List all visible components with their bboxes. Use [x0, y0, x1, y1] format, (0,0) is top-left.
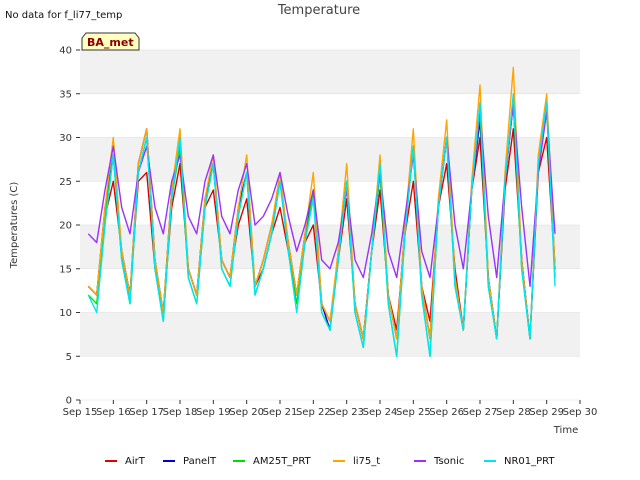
y-tick-label: 5 [66, 352, 72, 363]
series-line-nr01-prt [87, 93, 556, 357]
x-tick-label: Sep 24 [363, 407, 398, 418]
legend-item-label: PanelT [183, 456, 217, 467]
legend-item-label: NR01_PRT [504, 456, 555, 467]
y-tick-label: 10 [59, 308, 72, 319]
grid-band [80, 50, 580, 94]
y-tick-label: 30 [59, 133, 72, 144]
x-tick-label: Sep 27 [463, 407, 498, 418]
legend-item-label: AirT [125, 456, 146, 467]
plot-bands [80, 49, 580, 401]
y-tick-label: 35 [59, 89, 72, 100]
x-tick-label: Sep 26 [429, 407, 464, 418]
ba-met-badge: BA_met [81, 32, 140, 51]
x-tick-label: Sep 17 [129, 407, 164, 418]
badge-label: BA_met [87, 36, 134, 49]
chart-title: Temperature [277, 3, 360, 18]
badge-box [81, 32, 140, 51]
x-tick-label: Sep 18 [163, 407, 198, 418]
y-axis-label: Temperatures (C) [9, 182, 20, 270]
x-tick-label: Sep 22 [296, 407, 331, 418]
y-tick-label: 0 [66, 396, 72, 407]
grid-band [80, 137, 580, 182]
legend: AirT PanelT AM25T_PRT li75_t Tsonic NR01_PRT [105, 456, 555, 467]
x-tick-label: Sep 21 [263, 407, 298, 418]
y-axis-ticks: 0 5 10 15 20 25 30 35 40 [59, 46, 80, 407]
y-tick-label: 20 [59, 221, 72, 232]
x-tick-label: Sep 28 [496, 407, 531, 418]
y-tick-label: 25 [59, 177, 72, 188]
series-lines [87, 66, 556, 357]
x-tick-label: Sep 20 [229, 407, 264, 418]
no-data-note: No data for f_li77_temp [5, 10, 122, 21]
x-tick-label: Sep 25 [396, 407, 431, 418]
x-tick-label: Sep 23 [329, 407, 364, 418]
legend-item-label: Tsonic [433, 456, 464, 467]
x-tick-label: Sep 15 [63, 407, 98, 418]
x-axis-label: Time [553, 425, 578, 436]
y-tick-label: 40 [59, 46, 72, 57]
x-tick-label: Sep 19 [196, 407, 231, 418]
x-tick-label: Sep 30 [563, 407, 598, 418]
legend-item-label: AM25T_PRT [253, 456, 312, 467]
y-tick-label: 15 [59, 264, 72, 275]
x-tick-label: Sep 16 [96, 407, 131, 418]
x-tick-label: Sep 29 [529, 407, 564, 418]
legend-item-label: li75_t [353, 456, 380, 467]
